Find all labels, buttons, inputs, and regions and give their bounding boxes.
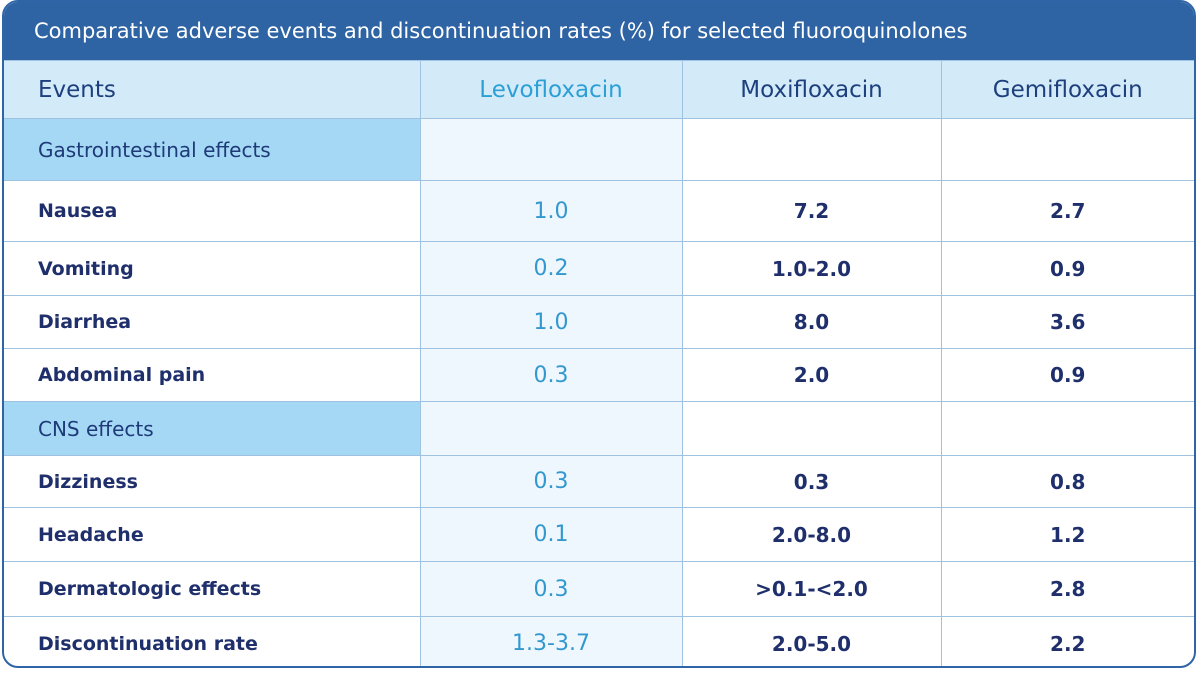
levofloxacin-value: 0.1: [419, 507, 683, 562]
event-label: Headache: [4, 507, 421, 562]
table-row: Dermatologic effects 0.3 >0.1-<2.0 2.8: [4, 561, 1194, 617]
gemifloxacin-value: 0.9: [940, 348, 1194, 402]
levofloxacin-value: 1.0: [419, 180, 683, 242]
section-row-cns: CNS effects: [4, 401, 1194, 456]
levofloxacin-value: 1.0: [419, 295, 683, 349]
event-label: Vomiting: [4, 241, 421, 296]
table-title: Comparative adverse events and discontin…: [4, 2, 1194, 60]
header-row: Events Levofloxacin Moxifloxacin Gemiflo…: [4, 60, 1194, 119]
column-header-moxifloxacin: Moxifloxacin: [681, 60, 942, 119]
gemifloxacin-value: 3.6: [940, 295, 1194, 349]
empty-cell: [419, 401, 683, 456]
empty-cell: [681, 118, 942, 181]
levofloxacin-value: 0.3: [419, 455, 683, 508]
section-label: Gastrointestinal effects: [4, 118, 421, 181]
levofloxacin-value: 0.3: [419, 348, 683, 402]
table-row: Discontinuation rate 1.3-3.7 2.0-5.0 2.2: [4, 616, 1194, 666]
empty-cell: [940, 401, 1194, 456]
gemifloxacin-value: 1.2: [940, 507, 1194, 562]
empty-cell: [681, 401, 942, 456]
table-row: Abdominal pain 0.3 2.0 0.9: [4, 348, 1194, 402]
levofloxacin-value: 1.3-3.7: [419, 616, 683, 666]
gemifloxacin-value: 2.8: [940, 561, 1194, 617]
event-label: Dermatologic effects: [4, 561, 421, 617]
moxifloxacin-value: 8.0: [681, 295, 942, 349]
event-label: Abdominal pain: [4, 348, 421, 402]
column-header-events: Events: [4, 60, 421, 119]
gemifloxacin-value: 0.8: [940, 455, 1194, 508]
table-row: Dizziness 0.3 0.3 0.8: [4, 455, 1194, 508]
moxifloxacin-value: 2.0: [681, 348, 942, 402]
moxifloxacin-value: 0.3: [681, 455, 942, 508]
column-header-gemifloxacin: Gemifloxacin: [940, 60, 1194, 119]
gemifloxacin-value: 2.7: [940, 180, 1194, 242]
levofloxacin-value: 0.2: [419, 241, 683, 296]
moxifloxacin-value: 1.0-2.0: [681, 241, 942, 296]
table-row: Headache 0.1 2.0-8.0 1.2: [4, 507, 1194, 562]
adverse-events-table: Events Levofloxacin Moxifloxacin Gemiflo…: [4, 60, 1194, 666]
table-row: Nausea 1.0 7.2 2.7: [4, 180, 1194, 242]
levofloxacin-value: 0.3: [419, 561, 683, 617]
moxifloxacin-value: 2.0-8.0: [681, 507, 942, 562]
section-label: CNS effects: [4, 401, 421, 456]
section-row-gastrointestinal: Gastrointestinal effects: [4, 118, 1194, 181]
event-label: Dizziness: [4, 455, 421, 508]
table-row: Diarrhea 1.0 8.0 3.6: [4, 295, 1194, 349]
moxifloxacin-value: >0.1-<2.0: [681, 561, 942, 617]
column-header-levofloxacin: Levofloxacin: [419, 60, 683, 119]
empty-cell: [940, 118, 1194, 181]
event-label: Nausea: [4, 180, 421, 242]
moxifloxacin-value: 7.2: [681, 180, 942, 242]
empty-cell: [419, 118, 683, 181]
table-row: Vomiting 0.2 1.0-2.0 0.9: [4, 241, 1194, 296]
moxifloxacin-value: 2.0-5.0: [681, 616, 942, 666]
event-label: Diarrhea: [4, 295, 421, 349]
event-label: Discontinuation rate: [4, 616, 421, 666]
gemifloxacin-value: 2.2: [940, 616, 1194, 666]
gemifloxacin-value: 0.9: [940, 241, 1194, 296]
